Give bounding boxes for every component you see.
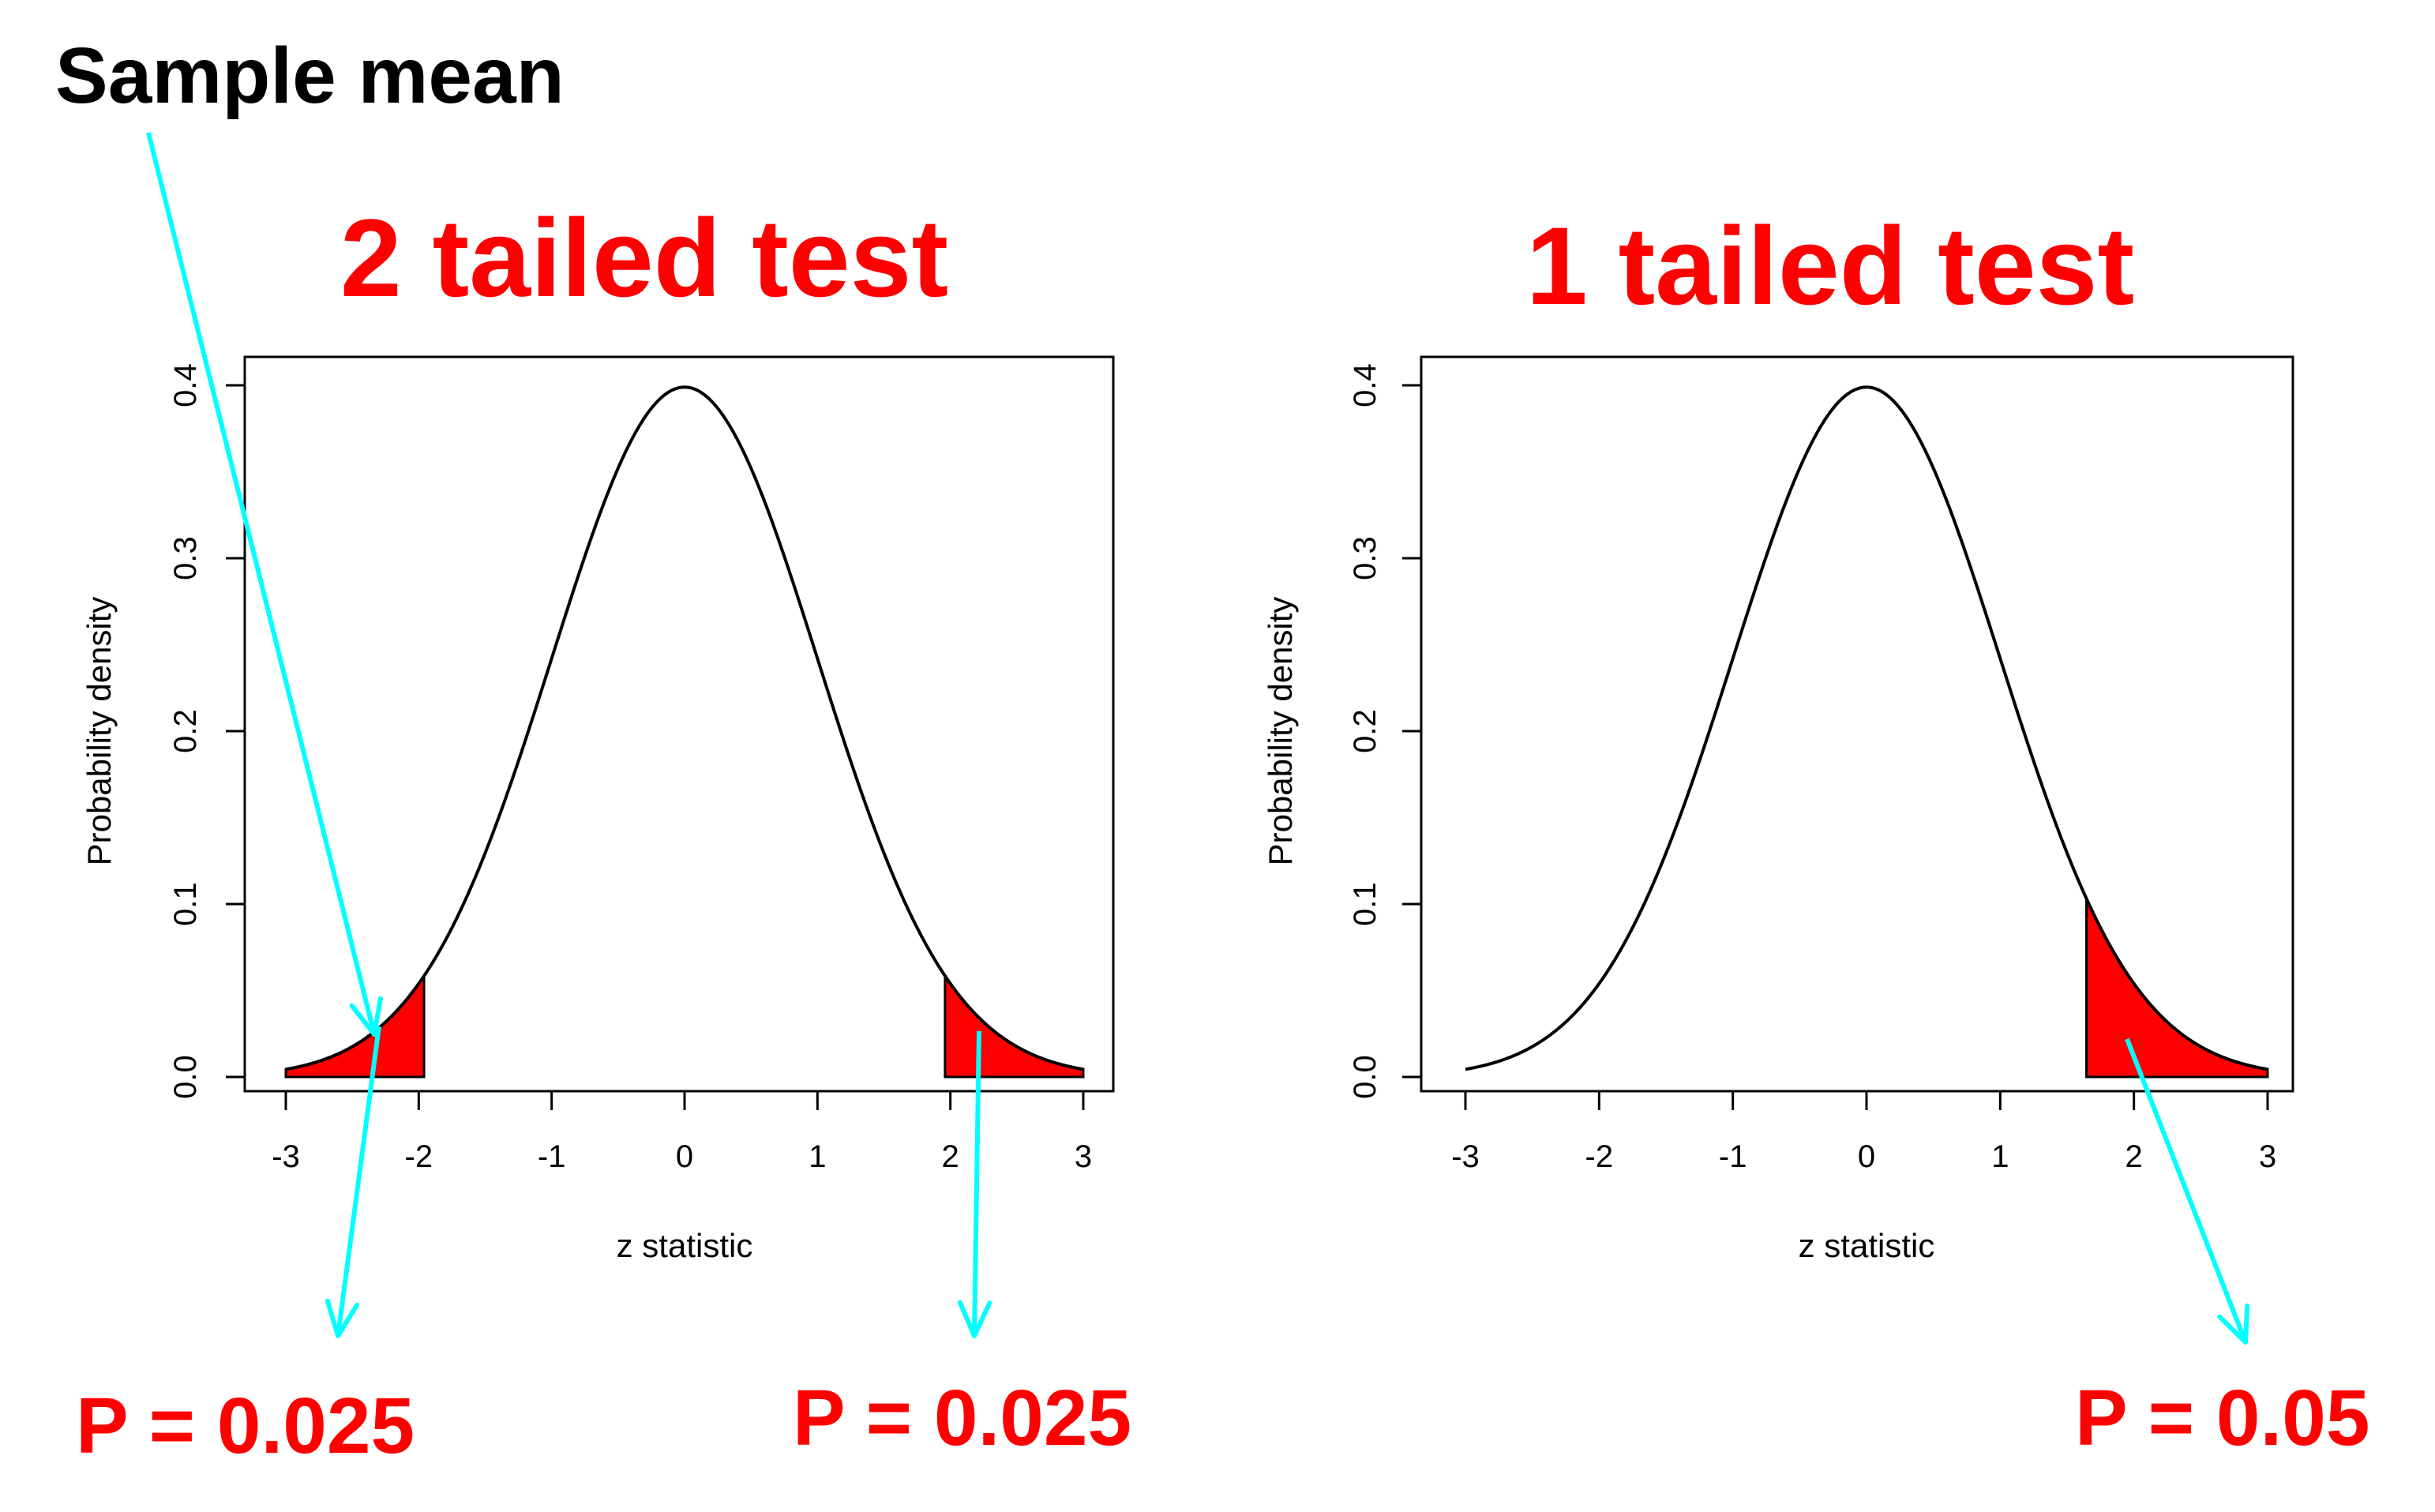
x-tick-label: -3 xyxy=(272,1139,300,1174)
y-tick-label: 0.4 xyxy=(1348,363,1383,407)
left-tail-arrow xyxy=(325,1026,381,1338)
y-tick-label: 0.4 xyxy=(168,363,203,407)
y-tick-label: 0.2 xyxy=(168,709,203,753)
y-axis-label: Probability density xyxy=(1262,597,1299,866)
plot-frame xyxy=(243,355,1115,1093)
x-axis-label: z statistic xyxy=(1799,1227,1935,1264)
chart-two-tailed: -3 -2 -1 0 1 2 3 0.0 0.1 0.2 0.3 0.4 z statistic Prob… xyxy=(81,355,1115,1264)
y-tick-label: 0.3 xyxy=(1348,536,1383,580)
right-tail-arrow xyxy=(957,1030,992,1338)
x-tick-label: 0 xyxy=(1858,1139,1875,1174)
x-tick-label: 2 xyxy=(2125,1139,2143,1174)
y-tick-label: 0.1 xyxy=(168,882,203,926)
sample-mean-label: Sample mean xyxy=(55,32,565,120)
annotation-arrows xyxy=(146,132,2250,1345)
y-tick-label: 0.3 xyxy=(168,536,203,580)
density-curve xyxy=(1465,385,2268,1071)
x-tick-label: -1 xyxy=(538,1139,566,1174)
chart-one-tailed: -3 -2 -1 0 1 2 3 0.0 0.1 0.2 0.3 0.4 z statistic Prob… xyxy=(1262,355,2294,1264)
chart-title-two-tailed: 2 tailed test xyxy=(340,196,948,320)
p-label-left-tail: P = 0.025 xyxy=(76,1382,415,1470)
x-tick-label: 2 xyxy=(942,1139,959,1174)
x-tick-label: 1 xyxy=(809,1139,826,1174)
sample-mean-arrow xyxy=(146,132,383,1037)
x-tick-label: 0 xyxy=(676,1139,693,1174)
plot-frame xyxy=(1420,355,2294,1093)
chart-title-one-tailed: 1 tailed test xyxy=(1526,204,2134,328)
shaded-region-1 xyxy=(2085,898,2269,1079)
x-tick-label: -2 xyxy=(405,1139,433,1174)
x-tick-label: -3 xyxy=(1451,1139,1480,1174)
shaded-region-1 xyxy=(284,972,426,1079)
p-label-one-tail: P = 0.05 xyxy=(2075,1374,2370,1462)
y-tick-label: 0.2 xyxy=(1348,709,1383,753)
x-tick-label: -1 xyxy=(1719,1139,1747,1174)
x-tick-label: 3 xyxy=(2259,1139,2276,1174)
shaded-region-2 xyxy=(944,972,1085,1079)
y-tick-label: 0.0 xyxy=(1348,1055,1383,1099)
y-tick-label: 0.1 xyxy=(1348,882,1383,926)
x-axis-label: z statistic xyxy=(617,1227,753,1264)
density-curve xyxy=(285,385,1084,1071)
x-tick-label: 3 xyxy=(1075,1139,1092,1174)
x-tick-label: 1 xyxy=(1991,1139,2009,1174)
one-tail-arrow xyxy=(2125,1037,2250,1345)
x-tick-label: -2 xyxy=(1585,1139,1614,1174)
y-axis-label: Probability density xyxy=(81,597,118,866)
y-tick-label: 0.0 xyxy=(168,1055,203,1099)
p-label-right-tail: P = 0.025 xyxy=(793,1374,1131,1462)
